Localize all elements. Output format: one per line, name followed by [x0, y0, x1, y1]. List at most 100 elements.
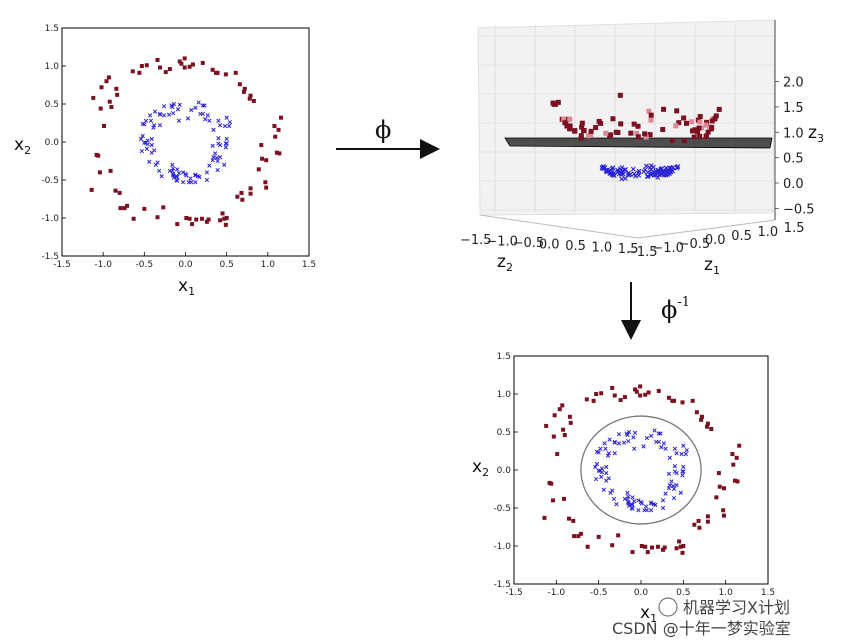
z2-tick-label: −0.5	[513, 236, 545, 251]
core-point	[659, 445, 664, 450]
core-point	[140, 133, 145, 139]
ring-point	[223, 72, 228, 77]
ring-point	[680, 550, 685, 555]
ring-point	[660, 126, 666, 132]
y-tick-label: 1.5	[45, 24, 59, 34]
core-point	[217, 155, 223, 160]
watermark: 机器学习X计划 CSDN @十年一梦实验室	[612, 597, 791, 638]
ring-point	[716, 471, 721, 476]
core-point	[663, 446, 668, 451]
core-point	[161, 113, 167, 118]
core-point	[197, 174, 202, 180]
core-point	[167, 168, 173, 174]
ring-point	[199, 216, 204, 221]
core-point	[217, 123, 223, 128]
ring-point	[96, 153, 101, 158]
ring-point	[264, 185, 269, 190]
core-point	[193, 173, 198, 178]
ring-point	[735, 479, 740, 484]
core-point	[193, 105, 198, 110]
ring-point	[542, 515, 547, 520]
ring-point	[560, 403, 565, 408]
ring-point	[612, 393, 617, 398]
ring-point	[672, 398, 677, 403]
ring-point	[639, 544, 644, 548]
ring-point	[561, 427, 566, 432]
core-point	[170, 110, 176, 116]
ring-point	[206, 217, 211, 222]
core-point	[176, 118, 182, 123]
ring-point	[564, 123, 570, 129]
ring-point	[594, 392, 599, 396]
ring-point	[618, 121, 624, 127]
ring-point	[241, 89, 246, 94]
ring-point	[734, 455, 739, 460]
ring-point	[222, 216, 227, 221]
x-tick-label: -1.5	[53, 260, 71, 270]
core-point	[666, 471, 672, 476]
core-point	[626, 438, 631, 444]
ring-point	[697, 525, 702, 530]
core-point	[660, 505, 666, 511]
ring-point	[107, 99, 112, 104]
core-point	[226, 123, 232, 129]
core-point	[661, 441, 667, 446]
ring-point	[155, 57, 160, 62]
ring-point	[549, 481, 554, 486]
ring-point	[705, 519, 710, 524]
ring-point	[696, 125, 702, 131]
core-point	[636, 168, 642, 174]
ring-point	[610, 543, 615, 548]
ring-point	[578, 133, 584, 139]
z3-tick-label: 1.0	[783, 126, 804, 141]
ring-point	[572, 534, 577, 539]
core-point	[621, 440, 627, 445]
ring-point	[618, 398, 623, 403]
ring-point	[713, 113, 719, 119]
ring-point	[248, 191, 253, 196]
y-tick-label: 1.0	[45, 62, 60, 72]
core-point	[612, 439, 617, 445]
core-point	[631, 171, 637, 177]
ring-point	[218, 218, 223, 223]
ring-point	[273, 134, 278, 139]
ring-point	[163, 70, 168, 75]
core-point	[653, 502, 658, 508]
core-point	[626, 501, 631, 506]
x-tick-label: 0.5	[220, 260, 234, 270]
y-tick-label: 1.5	[497, 352, 511, 362]
z3-tick-label: 1.5	[783, 101, 804, 116]
core-point	[188, 176, 193, 181]
ring-point	[635, 134, 641, 140]
core-point	[626, 503, 632, 508]
core-point	[193, 172, 198, 177]
core-point	[170, 173, 176, 178]
ring-point	[705, 129, 711, 135]
ring-point	[220, 211, 225, 216]
ring-point	[248, 93, 253, 98]
ring-point	[204, 219, 209, 224]
x-tick-label: -0.5	[590, 588, 608, 598]
plot-frame	[513, 355, 769, 585]
z1-tick-label: 1.5	[784, 221, 805, 236]
ring-point	[697, 114, 703, 120]
plot-frame	[61, 27, 310, 257]
ring-point	[699, 414, 704, 419]
ring-point	[642, 131, 648, 137]
ring-point	[638, 384, 643, 389]
ring-point	[695, 129, 701, 135]
ring-point	[104, 79, 109, 84]
ring-point	[678, 544, 683, 549]
ring-point	[115, 92, 120, 97]
ring-point	[656, 388, 661, 393]
y-tick-label: 0.0	[45, 138, 60, 148]
z1-tick-label: −1.0	[652, 241, 684, 256]
x-tick-label: -1.5	[505, 588, 523, 598]
core-point	[142, 122, 147, 127]
z1-tick-label: −1.5	[626, 245, 658, 260]
core-point	[601, 487, 606, 492]
ring-point	[696, 518, 701, 523]
ring-point	[674, 546, 679, 551]
core-point	[604, 470, 609, 476]
